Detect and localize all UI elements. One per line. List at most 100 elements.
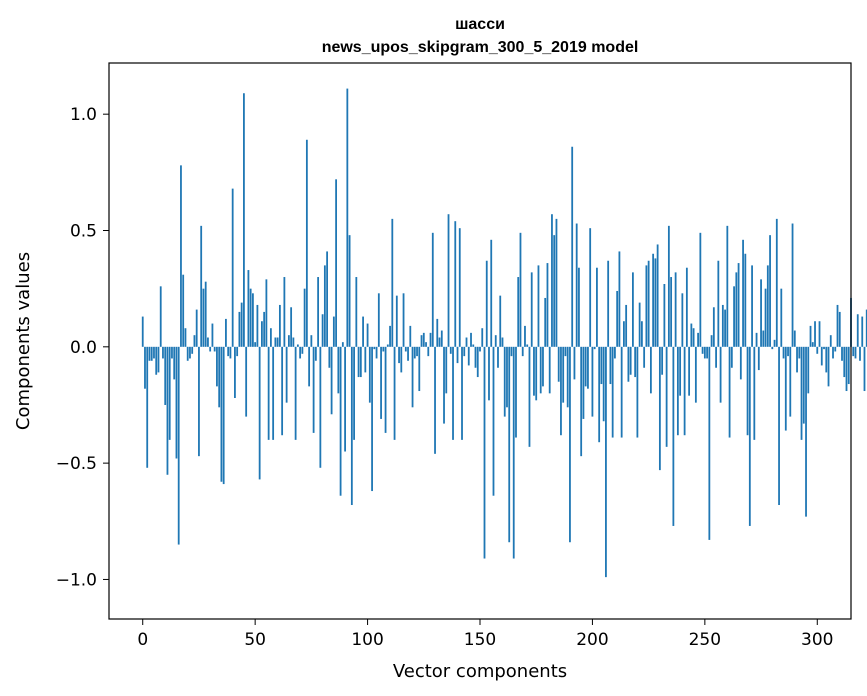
bar-306 <box>829 335 832 347</box>
bar-103 <box>373 346 376 350</box>
bar-38 <box>227 346 230 357</box>
bar-155 <box>490 239 493 347</box>
bar-168 <box>519 232 522 347</box>
bar-57 <box>269 328 272 347</box>
bar-134 <box>443 346 445 424</box>
bar-170 <box>524 325 526 347</box>
bar-183 <box>553 235 556 347</box>
bar-322 <box>865 309 867 347</box>
bar-33 <box>216 346 218 387</box>
bar-74 <box>308 346 311 387</box>
bar-133 <box>440 330 443 347</box>
bar-35 <box>220 346 223 482</box>
bar-196 <box>582 346 585 419</box>
chart-subtitle: news_upos_skipgram_300_5_2019 model <box>322 39 639 56</box>
bar-86 <box>335 179 337 347</box>
bar-308 <box>834 346 837 352</box>
bar-242 <box>685 267 688 347</box>
bar-71 <box>301 346 304 354</box>
bar-12 <box>168 346 171 440</box>
bar-317 <box>854 346 857 359</box>
x-tick-label: 0 <box>137 630 148 650</box>
bar-249 <box>701 346 704 354</box>
bar-228 <box>654 258 657 347</box>
bar-236 <box>672 346 675 526</box>
bar-303 <box>823 346 825 350</box>
bar-111 <box>391 218 394 347</box>
bar-279 <box>769 235 771 347</box>
bar-319 <box>859 346 861 361</box>
bar-88 <box>339 346 342 496</box>
bar-1 <box>144 346 146 389</box>
bar-234 <box>667 225 670 347</box>
bar-231 <box>661 346 664 375</box>
bar-117 <box>404 346 407 352</box>
bar-43 <box>238 311 241 347</box>
bar-286 <box>784 346 787 431</box>
bar-92 <box>348 235 351 347</box>
bar-278 <box>766 265 769 347</box>
bar-84 <box>330 346 333 415</box>
bar-136 <box>447 214 450 347</box>
bar-154 <box>488 346 490 401</box>
bar-290 <box>793 330 796 347</box>
bar-65 <box>287 335 290 347</box>
bar-114 <box>398 346 400 364</box>
bar-276 <box>762 330 765 347</box>
x-tick-label: 50 <box>244 630 266 650</box>
bar-5 <box>153 346 155 359</box>
bar-108 <box>384 346 387 433</box>
bar-31 <box>211 323 214 347</box>
bar-56 <box>267 346 270 440</box>
bar-255 <box>715 346 717 368</box>
bar-316 <box>852 346 855 357</box>
bar-8 <box>159 286 162 347</box>
bar-259 <box>724 309 726 347</box>
bar-20 <box>186 346 189 361</box>
bar-214 <box>623 321 625 347</box>
bar-83 <box>328 346 331 368</box>
bar-186 <box>560 346 562 436</box>
bar-226 <box>649 346 652 394</box>
bar-121 <box>413 346 416 359</box>
bar-21 <box>189 346 191 359</box>
bar-176 <box>537 265 540 347</box>
bar-127 <box>427 346 430 357</box>
bar-161 <box>503 346 506 417</box>
bar-206 <box>605 346 607 578</box>
bar-194 <box>578 267 580 347</box>
bar-120 <box>411 346 414 408</box>
bar-269 <box>746 346 749 436</box>
bar-148 <box>474 346 477 368</box>
bar-216 <box>627 346 630 382</box>
bar-11 <box>166 346 169 475</box>
bar-193 <box>575 223 578 347</box>
bar-106 <box>380 346 382 419</box>
bar-250 <box>703 346 706 359</box>
bar-273 <box>755 332 758 347</box>
bar-80 <box>321 314 324 347</box>
bar-77 <box>314 346 317 361</box>
bar-10 <box>164 346 167 405</box>
bar-90 <box>344 346 346 452</box>
bar-173 <box>530 272 533 347</box>
bar-30 <box>209 346 212 352</box>
bar-204 <box>600 346 603 385</box>
bar-237 <box>674 272 677 347</box>
bar-240 <box>681 293 684 347</box>
bar-160 <box>501 337 504 347</box>
bar-233 <box>665 346 668 447</box>
bar-61 <box>278 304 281 347</box>
bar-238 <box>676 346 679 436</box>
bar-272 <box>753 346 756 440</box>
bar-199 <box>589 228 592 347</box>
bar-70 <box>299 346 302 359</box>
bar-42 <box>236 346 239 357</box>
bar-187 <box>562 346 565 403</box>
bar-159 <box>499 295 502 347</box>
bar-224 <box>645 265 648 347</box>
bar-146 <box>470 332 472 347</box>
x-tick-label: 200 <box>576 630 608 650</box>
bar-44 <box>240 302 243 347</box>
